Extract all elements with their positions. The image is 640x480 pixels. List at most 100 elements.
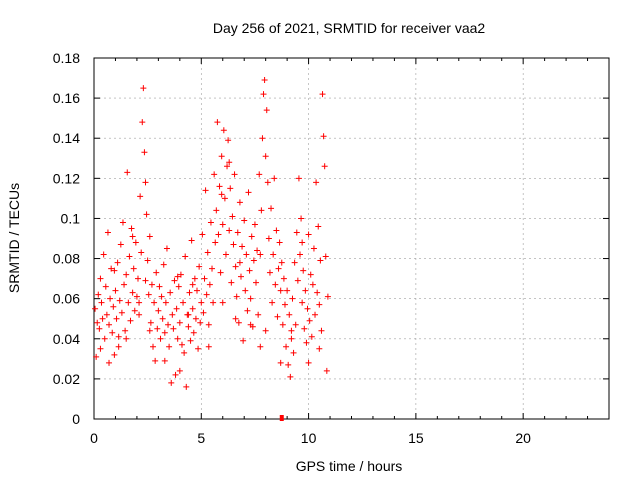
data-point xyxy=(100,251,107,258)
data-point xyxy=(299,299,306,306)
data-point xyxy=(160,261,167,268)
data-point xyxy=(270,251,277,258)
data-point xyxy=(114,259,121,266)
data-point xyxy=(272,281,279,288)
data-point xyxy=(234,229,241,236)
x-axis-label: GPS time / hours xyxy=(296,458,403,474)
data-point xyxy=(298,215,305,222)
data-point xyxy=(308,333,315,340)
data-point xyxy=(145,291,152,298)
data-point xyxy=(319,91,326,98)
data-point xyxy=(104,229,111,236)
data-point xyxy=(98,299,105,306)
data-point xyxy=(254,247,261,254)
data-point xyxy=(157,335,164,342)
data-point xyxy=(260,91,267,98)
data-point xyxy=(217,269,224,276)
data-point xyxy=(232,263,239,270)
data-point xyxy=(189,281,196,288)
data-point xyxy=(302,287,309,294)
y-tick-label: 0.16 xyxy=(53,90,80,106)
data-point xyxy=(198,299,205,306)
data-point xyxy=(192,315,199,322)
y-tick-label: 0.12 xyxy=(53,170,80,186)
data-point xyxy=(297,251,303,258)
data-point xyxy=(156,283,163,290)
data-point xyxy=(212,239,219,246)
data-point xyxy=(119,219,126,226)
data-point xyxy=(148,281,155,288)
x-tick-label: 20 xyxy=(515,430,531,446)
data-point xyxy=(288,327,295,334)
data-point xyxy=(196,263,203,270)
data-point xyxy=(274,313,281,320)
data-point xyxy=(150,343,157,350)
data-point xyxy=(202,187,209,194)
data-point xyxy=(231,171,238,178)
data-point xyxy=(92,305,99,312)
data-point xyxy=(125,299,132,306)
data-point xyxy=(116,297,123,304)
data-point xyxy=(187,337,194,344)
data-point xyxy=(178,341,185,348)
data-point xyxy=(93,353,100,360)
data-point xyxy=(139,119,146,126)
data-point xyxy=(130,265,137,272)
data-point xyxy=(108,265,115,272)
data-point xyxy=(103,311,110,318)
data-point xyxy=(124,169,131,176)
data-point xyxy=(266,269,273,276)
data-point xyxy=(279,321,286,328)
data-point xyxy=(159,315,166,322)
data-point xyxy=(201,275,208,282)
data-point xyxy=(271,175,278,182)
data-point xyxy=(138,249,145,256)
y-tick-label: 0.1 xyxy=(61,210,81,226)
data-point xyxy=(146,327,153,334)
data-point xyxy=(248,233,255,240)
y-tick-labels: 0 0.02 0.04 0.06 0.08 0.1 0.12 0.14 0.16 0.18 xyxy=(53,50,80,427)
data-point xyxy=(115,343,122,350)
data-point xyxy=(118,309,125,316)
data-point xyxy=(229,213,236,220)
data-point xyxy=(155,307,162,314)
data-point xyxy=(122,327,129,334)
data-point xyxy=(97,275,104,282)
data-point xyxy=(110,303,117,310)
data-point xyxy=(106,321,113,328)
data-point xyxy=(142,277,149,284)
axis-ticks xyxy=(93,57,609,420)
data-point xyxy=(174,335,181,342)
data-point xyxy=(126,253,133,260)
data-point xyxy=(123,271,130,278)
data-point xyxy=(245,189,252,196)
data-point xyxy=(226,159,233,166)
data-point xyxy=(219,299,226,306)
data-point xyxy=(216,183,223,190)
data-point xyxy=(180,299,187,306)
data-point xyxy=(113,315,120,322)
data-point xyxy=(207,219,214,226)
data-point xyxy=(161,329,168,336)
data-point xyxy=(168,379,175,386)
data-point xyxy=(303,339,310,346)
data-point xyxy=(173,305,180,312)
data-point xyxy=(131,307,138,314)
data-point xyxy=(109,329,116,336)
data-point xyxy=(185,323,192,330)
data-point xyxy=(236,199,243,206)
data-point xyxy=(286,311,293,318)
data-point xyxy=(273,227,280,234)
data-point xyxy=(144,257,151,264)
data-point xyxy=(232,315,239,322)
x-tick-label: 15 xyxy=(408,430,424,446)
data-point xyxy=(176,319,183,326)
data-point xyxy=(111,267,118,274)
data-point xyxy=(259,135,266,142)
x-tick-labels: 0 5 10 15 20 xyxy=(90,430,531,446)
data-point xyxy=(265,235,272,242)
data-point xyxy=(323,367,330,374)
data-point xyxy=(95,291,102,298)
data-point xyxy=(99,315,106,322)
